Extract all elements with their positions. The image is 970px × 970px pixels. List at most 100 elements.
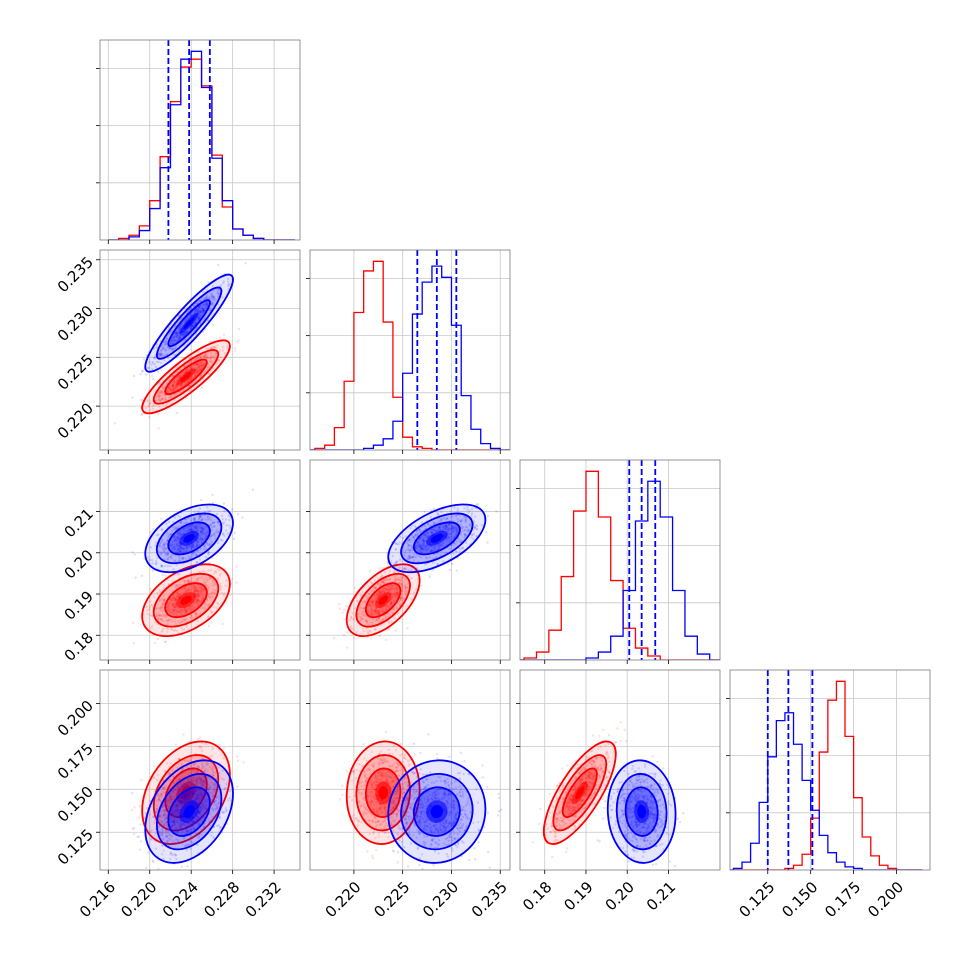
scatter-point	[420, 544, 423, 547]
scatter-point	[167, 347, 171, 351]
scatter-point	[197, 316, 201, 319]
scatter-point	[165, 614, 169, 618]
scatter-point	[204, 517, 207, 521]
scatter-point	[193, 778, 196, 782]
scatter-point	[423, 510, 426, 513]
scatter-point	[162, 602, 165, 605]
scatter-point	[202, 588, 206, 591]
scatter-point	[463, 515, 466, 518]
scatter-point	[133, 806, 136, 809]
scatter-point	[458, 550, 461, 553]
scatter-point	[190, 367, 193, 370]
scatter-point	[396, 591, 399, 595]
scatter-point	[437, 544, 440, 547]
scatter-point	[162, 544, 165, 547]
scatter-point	[200, 518, 204, 522]
scatter-point	[377, 593, 381, 596]
scatter-point	[374, 609, 377, 613]
scatter-point	[161, 831, 165, 835]
scatter-point	[196, 356, 200, 360]
scatter-point	[196, 593, 199, 597]
scatter-point	[384, 617, 388, 620]
scatter-point	[163, 787, 166, 790]
scatter-point	[155, 800, 158, 803]
scatter-point	[158, 391, 162, 394]
scatter-point	[377, 612, 380, 616]
scatter-point	[192, 381, 195, 384]
scatter-point	[456, 530, 459, 534]
scatter-point	[174, 332, 177, 336]
scatter-point	[213, 354, 216, 357]
scatter-point	[361, 617, 364, 620]
scatter-point	[204, 536, 207, 540]
scatter-point	[173, 788, 177, 791]
scatter-point	[181, 333, 184, 336]
scatter-point	[447, 529, 450, 533]
scatter-point	[166, 550, 170, 553]
scatter-point	[139, 372, 142, 376]
scatter-point	[201, 308, 205, 312]
scatter-point	[237, 327, 241, 331]
scatter-point	[196, 599, 199, 602]
scatter-point	[178, 336, 182, 340]
scatter-point	[387, 585, 390, 588]
scatter-point	[169, 564, 172, 568]
scatter-point	[434, 529, 438, 533]
scatter-point	[452, 529, 456, 532]
scatter-point	[418, 528, 421, 531]
scatter-point	[395, 560, 398, 564]
scatter-point	[412, 536, 415, 539]
scatter-point	[445, 527, 448, 530]
scatter-point	[161, 540, 164, 543]
scatter-point	[207, 551, 211, 554]
scatter-point	[201, 517, 204, 520]
scatter-point	[161, 606, 165, 610]
scatter-point	[203, 606, 207, 609]
scatter-point	[197, 361, 201, 365]
scatter-point	[244, 262, 247, 265]
scatter-point	[178, 593, 182, 597]
scatter-point	[381, 575, 384, 578]
scatter-point	[410, 569, 413, 572]
scatter-point	[189, 367, 193, 370]
scatter-point	[204, 807, 208, 810]
scatter-point	[359, 594, 362, 597]
scatter-point	[200, 794, 204, 797]
scatter-point	[447, 522, 451, 526]
scatter-point	[192, 585, 195, 588]
scatter-point	[426, 535, 430, 538]
scatter-point	[407, 539, 410, 542]
scatter-point	[195, 778, 199, 782]
scatter-point	[235, 581, 238, 584]
scatter-point	[192, 819, 195, 822]
scatter-point	[208, 576, 211, 579]
scatter-point	[154, 621, 157, 624]
scatter-point	[180, 587, 184, 591]
scatter-point	[215, 606, 218, 609]
scatter-point	[214, 570, 217, 573]
scatter-point	[198, 310, 202, 313]
scatter-point	[376, 619, 380, 622]
scatter-point	[154, 355, 157, 359]
scatter-point	[373, 609, 377, 613]
scatter-point	[371, 623, 374, 626]
scatter-point	[393, 592, 396, 596]
scatter-point	[448, 522, 451, 526]
scatter-point	[360, 603, 363, 607]
scatter-point	[195, 770, 198, 773]
scatter-point	[185, 828, 188, 831]
scatter-point	[198, 516, 201, 519]
scatter-point	[430, 548, 433, 552]
scatter-point	[191, 604, 195, 608]
scatter-point	[176, 591, 179, 595]
scatter-point	[148, 605, 152, 609]
scatter-point	[399, 582, 402, 585]
scatter-point	[205, 296, 208, 299]
scatter-point	[178, 609, 182, 612]
scatter-point	[380, 592, 383, 595]
scatter-point	[174, 599, 177, 602]
scatter-point	[371, 601, 374, 604]
scatter-point	[404, 586, 407, 589]
scatter-point	[193, 375, 197, 378]
scatter-point	[453, 506, 456, 509]
